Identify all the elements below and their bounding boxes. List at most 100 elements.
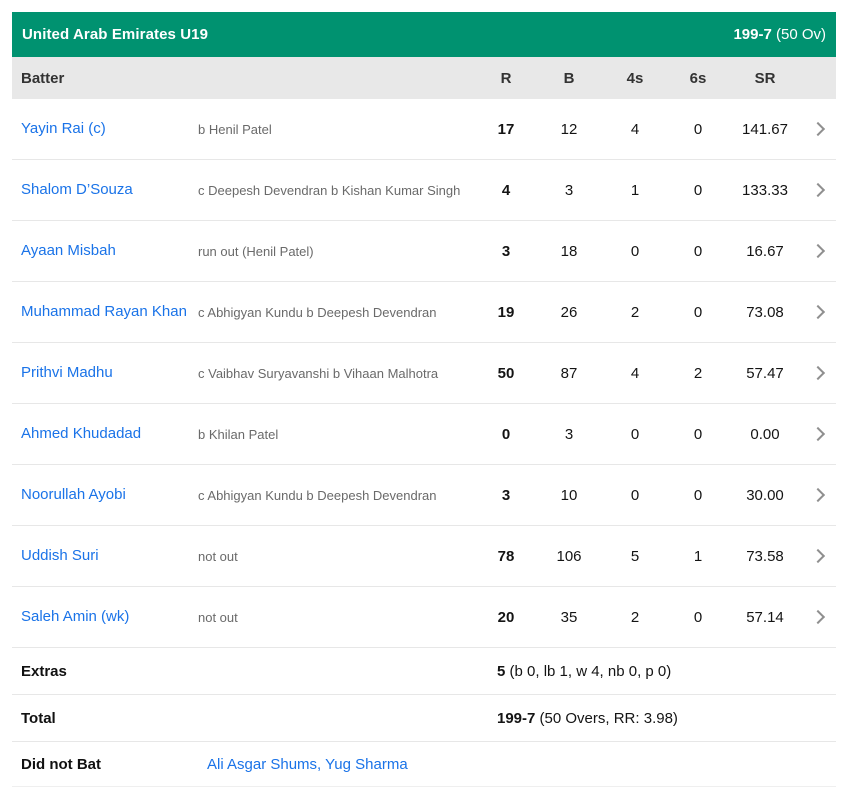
batter-row[interactable]: Yayin Rai (c) b Henil Patel 17 12 4 0 14… [12, 99, 836, 160]
dismissal-text: b Khilan Patel [198, 426, 279, 442]
fours-value: 5 [630, 547, 640, 565]
chevron-right-icon [810, 487, 826, 503]
column-header-batter: Batter [21, 69, 65, 87]
column-header-row: Batter R B 4s 6s SR [12, 57, 836, 99]
runs-value: 19 [497, 303, 515, 321]
strike-rate-value: 73.08 [746, 303, 784, 321]
batter-row[interactable]: Shalom D’Souza c Deepesh Devendran b Kis… [12, 160, 836, 221]
fours-value: 2 [630, 303, 640, 321]
batter-name-cell: Ahmed Khudadad [21, 424, 198, 444]
runs-value: 4 [501, 181, 511, 199]
batter-name-cell: Noorullah Ayobi [21, 485, 198, 505]
strike-rate-value: 133.33 [742, 181, 788, 199]
batter-name-link[interactable]: Ahmed Khudadad [21, 425, 142, 442]
balls-value: 87 [560, 364, 578, 382]
column-header-balls: B [563, 69, 575, 87]
column-header-runs: R [500, 69, 512, 87]
column-header-fours: 4s [626, 69, 644, 87]
batter-name-cell: Prithvi Madhu [21, 363, 198, 383]
batter-name-cell: Saleh Amin (wk) [21, 607, 198, 627]
fours-value: 2 [630, 608, 640, 626]
batter-name-link[interactable]: Saleh Amin (wk) [21, 608, 130, 625]
fours-value: 1 [630, 181, 640, 199]
did-not-bat-row: Did not Bat Ali Asgar Shums, Yug Sharma [12, 742, 836, 787]
batter-row[interactable]: Ahmed Khudadad b Khilan Patel 0 3 0 0 0.… [12, 404, 836, 465]
batter-name-link[interactable]: Uddish Suri [21, 547, 99, 564]
strike-rate-value: 30.00 [746, 486, 784, 504]
chevron-right-icon [810, 304, 826, 320]
extras-value: 5 (b 0, lb 1, w 4, nb 0, p 0) [497, 663, 827, 680]
row-expand-cell[interactable] [800, 121, 827, 137]
batter-row[interactable]: Muhammad Rayan Khan c Abhigyan Kundu b D… [12, 282, 836, 343]
sixes-value: 1 [693, 547, 703, 565]
sixes-value: 0 [693, 242, 703, 260]
score-runs-wickets: 199-7 [733, 26, 772, 43]
dismissal-text: not out [198, 548, 238, 564]
row-expand-cell[interactable] [800, 548, 827, 564]
batter-name-link[interactable]: Prithvi Madhu [21, 364, 113, 381]
row-expand-cell[interactable] [800, 487, 827, 503]
row-expand-cell[interactable] [800, 426, 827, 442]
balls-value: 106 [556, 547, 582, 565]
balls-value: 18 [560, 242, 578, 260]
balls-value: 10 [560, 486, 578, 504]
batter-name-cell: Uddish Suri [21, 546, 198, 566]
sixes-value: 0 [693, 608, 703, 626]
sixes-value: 2 [693, 364, 703, 382]
row-expand-cell[interactable] [800, 304, 827, 320]
runs-value: 3 [501, 242, 511, 260]
batter-name-link[interactable]: Shalom D’Souza [21, 181, 133, 198]
runs-value: 78 [497, 547, 515, 565]
row-expand-cell[interactable] [800, 365, 827, 381]
row-expand-cell[interactable] [800, 182, 827, 198]
sixes-value: 0 [693, 303, 703, 321]
batter-row[interactable]: Prithvi Madhu c Vaibhav Suryavanshi b Vi… [12, 343, 836, 404]
balls-value: 26 [560, 303, 578, 321]
dismissal-text: not out [198, 609, 238, 625]
innings-header: United Arab Emirates U19 199-7 (50 Ov) [12, 12, 836, 57]
strike-rate-value: 16.67 [746, 242, 784, 260]
total-score: 199-7 [497, 709, 536, 727]
dismissal-text: c Abhigyan Kundu b Deepesh Devendran [198, 304, 437, 320]
batter-row[interactable]: Saleh Amin (wk) not out 20 35 2 0 57.14 [12, 587, 836, 648]
chevron-right-icon [810, 243, 826, 259]
batter-name-link[interactable]: Muhammad Rayan Khan [21, 303, 187, 320]
dismissal-text: b Henil Patel [198, 121, 272, 137]
dismissal-text: c Vaibhav Suryavanshi b Vihaan Malhotra [198, 365, 439, 381]
balls-value: 3 [564, 181, 574, 199]
runs-value: 17 [497, 120, 515, 138]
dismissal-text: c Deepesh Devendran b Kishan Kumar Singh [198, 182, 461, 198]
balls-value: 3 [564, 425, 574, 443]
row-expand-cell[interactable] [800, 609, 827, 625]
batter-name-cell: Ayaan Misbah [21, 241, 198, 261]
batter-name-link[interactable]: Ayaan Misbah [21, 242, 116, 259]
batter-rows-container: Yayin Rai (c) b Henil Patel 17 12 4 0 14… [12, 99, 836, 648]
row-expand-cell[interactable] [800, 243, 827, 259]
runs-value: 50 [497, 364, 515, 382]
strike-rate-value: 57.14 [746, 608, 784, 626]
batter-row[interactable]: Uddish Suri not out 78 106 5 1 73.58 [12, 526, 836, 587]
batter-row[interactable]: Ayaan Misbah run out (Henil Patel) 3 18 … [12, 221, 836, 282]
batter-row[interactable]: Noorullah Ayobi c Abhigyan Kundu b Deepe… [12, 465, 836, 526]
chevron-right-icon [810, 182, 826, 198]
fours-value: 4 [630, 364, 640, 382]
runs-value: 20 [497, 608, 515, 626]
fours-value: 0 [630, 486, 640, 504]
did-not-bat-players-link[interactable]: Ali Asgar Shums, Yug Sharma [207, 755, 408, 773]
sixes-value: 0 [693, 120, 703, 138]
extras-total: 5 [497, 662, 506, 680]
total-row: Total 199-7 (50 Overs, RR: 3.98) [12, 695, 836, 742]
batter-name-link[interactable]: Noorullah Ayobi [21, 486, 126, 503]
strike-rate-value: 141.67 [742, 120, 788, 138]
chevron-right-icon [810, 121, 826, 137]
batter-name-link[interactable]: Yayin Rai (c) [21, 120, 106, 137]
dismissal-text: c Abhigyan Kundu b Deepesh Devendran [198, 487, 437, 503]
fours-value: 0 [630, 425, 640, 443]
dismissal-text: run out (Henil Patel) [198, 243, 314, 259]
strike-rate-value: 57.47 [746, 364, 784, 382]
balls-value: 35 [560, 608, 578, 626]
strike-rate-value: 0.00 [750, 425, 780, 443]
extras-label: Extras [21, 662, 67, 680]
batter-name-cell: Shalom D’Souza [21, 180, 198, 200]
